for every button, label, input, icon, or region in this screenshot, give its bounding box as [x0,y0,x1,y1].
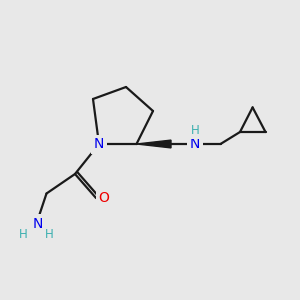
Text: N: N [94,137,104,151]
Text: H: H [45,227,54,241]
Text: H: H [190,124,200,137]
Text: N: N [190,137,200,151]
Polygon shape [136,140,171,148]
Text: H: H [19,227,28,241]
Text: N: N [32,217,43,230]
Text: O: O [98,191,109,205]
